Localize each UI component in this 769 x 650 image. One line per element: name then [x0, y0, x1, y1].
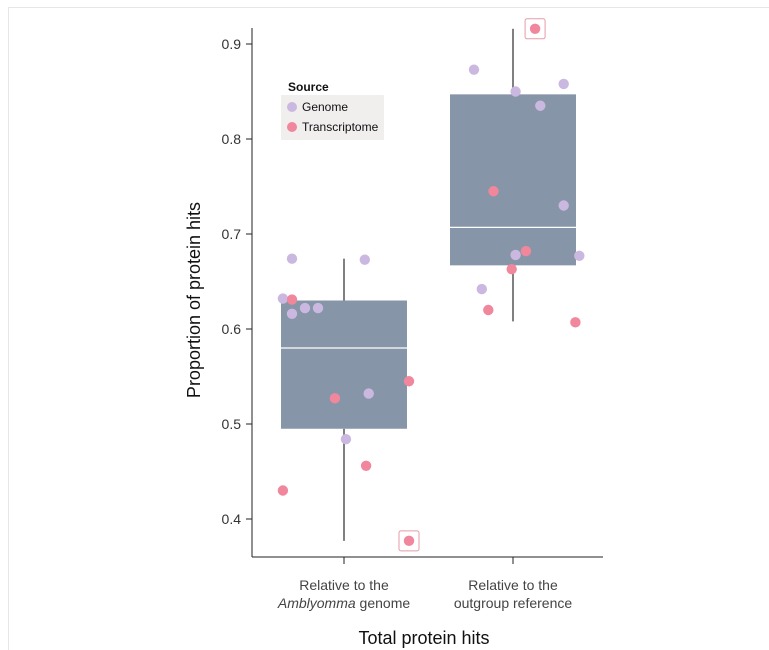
- chart-frame: [8, 7, 769, 650]
- data-point-transcriptome: [403, 535, 415, 547]
- box-iqr: [281, 300, 407, 429]
- data-point-genome: [510, 249, 521, 261]
- data-point-genome: [312, 302, 324, 314]
- y-tick-label: 0.5: [222, 416, 242, 432]
- data-point-genome: [340, 434, 352, 445]
- data-point-transcriptome: [286, 294, 298, 305]
- y-tick-label: 0.6: [222, 321, 242, 337]
- y-tick-label: 0.8: [222, 131, 242, 147]
- data-point-transcriptome: [403, 376, 415, 387]
- y-tick-label: 0.9: [222, 36, 242, 52]
- data-point-genome: [558, 200, 569, 211]
- x-tick-label-line2: outgroup reference: [454, 595, 573, 611]
- legend-marker-transcriptome: [287, 122, 297, 132]
- legend: Source Genome Transcriptome: [281, 80, 384, 140]
- x-tick-label-line1: Relative to the: [468, 577, 558, 593]
- x-tick-label-line2: Amblyomma genome: [277, 595, 410, 611]
- data-point-transcriptome: [520, 245, 532, 257]
- legend-label-transcriptome: Transcriptome: [302, 120, 379, 134]
- data-point-transcriptome: [483, 304, 494, 316]
- legend-title: Source: [288, 80, 329, 94]
- data-point-genome: [286, 253, 298, 264]
- box-iqr: [450, 94, 576, 266]
- data-point-genome: [359, 254, 370, 265]
- legend-label-genome: Genome: [302, 100, 348, 114]
- data-point-transcriptome: [277, 485, 289, 496]
- data-point-transcriptome: [570, 317, 581, 328]
- data-point-genome: [468, 64, 480, 75]
- boxes-layer: [281, 28, 576, 541]
- data-point-genome: [558, 78, 569, 90]
- legend-marker-genome: [287, 102, 297, 112]
- data-point-genome: [535, 100, 546, 111]
- y-ticks-layer: 0.4 0.5 0.6 0.7 0.8 0.9: [222, 36, 252, 527]
- x-axis-title: Total protein hits: [358, 628, 489, 648]
- y-axis-title: Proportion of protein hits: [184, 202, 204, 398]
- data-point-genome: [363, 388, 374, 399]
- data-point-genome: [574, 250, 585, 262]
- data-point-transcriptome: [329, 393, 341, 404]
- data-point-genome: [277, 293, 289, 304]
- x-categories-layer: Relative to the Amblyomma genome Relative …: [277, 557, 573, 611]
- axes-layer: [251, 28, 603, 558]
- data-point-genome: [510, 86, 521, 97]
- legend-background: [281, 95, 384, 140]
- data-point-transcriptome: [488, 186, 499, 197]
- data-point-genome: [476, 283, 487, 295]
- points-layer: [277, 18, 585, 552]
- y-tick-label: 0.7: [222, 226, 242, 242]
- data-point-transcriptome: [529, 23, 541, 34]
- data-point-genome: [286, 308, 298, 319]
- x-tick-label-line1: Relative to the: [299, 577, 389, 593]
- data-point-genome: [299, 302, 311, 314]
- data-point-transcriptome: [506, 263, 517, 275]
- data-point-transcriptome: [360, 460, 372, 471]
- y-tick-label: 0.4: [222, 511, 242, 527]
